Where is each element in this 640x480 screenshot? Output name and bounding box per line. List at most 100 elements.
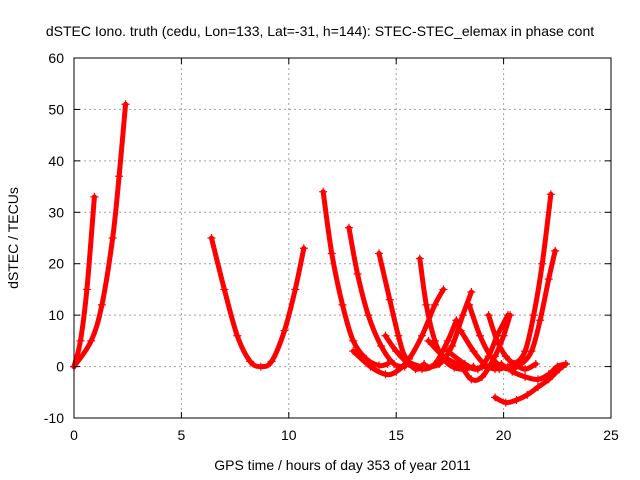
data-point-marker [207,234,216,242]
series-arc-17 [495,190,555,374]
data-point-marker [430,300,439,309]
arc-line [496,191,554,372]
data-point-marker [546,190,555,199]
series-arc-15 [484,311,540,374]
data-point-marker [424,336,433,345]
y-tick-label: 40 [48,153,64,169]
data-point-marker [491,362,500,371]
data-point-marker [121,100,130,109]
data-point-marker [469,347,478,356]
data-point-marker [493,336,502,345]
data-point-marker [377,342,386,350]
data-point-marker [508,367,517,376]
y-tick-label: 20 [48,256,64,272]
data-point-marker [561,360,570,368]
x-tick-label: 10 [281,427,297,443]
data-point-marker [553,362,562,371]
y-axis-label: dSTEC / TECUs [5,187,21,289]
data-point-marker [381,370,390,379]
data-point-marker [291,285,300,294]
axis-ticks: 0 5 10 15 20 25 -10 0 10 20 30 40 50 60 [44,50,619,443]
y-tick-label: 60 [48,50,64,66]
data-point-marker [467,288,476,296]
data-point-marker [458,311,467,320]
y-tick-label: 50 [48,101,64,117]
data-point-marker [220,285,229,294]
data-point-marker [422,300,431,309]
x-tick-label: 25 [603,427,619,443]
data-point-marker [390,360,399,368]
data-point-marker [366,362,375,371]
data-point-marker [473,365,482,374]
y-tick-label: 30 [48,204,64,220]
data-point-marker [529,311,538,320]
series-arc-11 [424,311,515,384]
data-point-marker [392,367,401,376]
x-axis-label: GPS time / hours of day 353 of year 2011 [214,457,471,473]
series-arc-4 [319,187,392,370]
data-point-marker [415,254,424,263]
data-point-marker [349,347,358,356]
arc-line [346,225,408,370]
x-tick-label: 20 [496,427,512,443]
data-point-marker [484,311,493,320]
grid [74,58,611,418]
x-tick-label: 0 [70,427,78,443]
data-point-marker [375,361,384,370]
data-point-marker [510,360,519,368]
data-point-marker [246,357,255,366]
data-point-marker [108,234,117,242]
series-arc-3 [207,234,308,371]
data-point-marker [402,357,411,366]
data-point-marker [267,357,276,366]
data-point-marker [512,396,521,404]
data-point-marker [375,249,384,258]
data-point-marker [87,336,96,345]
data-point-marker [381,331,390,340]
arc-line [208,235,307,370]
data-point-marker [417,331,426,340]
x-tick-label: 5 [178,427,186,443]
chart-title: dSTEC Iono. truth (cedu, Lon=133, Lat=-3… [46,23,594,39]
data-point-marker [319,187,328,196]
data-arcs [70,100,570,407]
data-point-marker [448,342,457,350]
data-point-marker [90,192,99,201]
data-point-marker [439,285,448,294]
y-tick-label: 10 [48,307,64,323]
data-point-marker [475,331,484,340]
data-point-marker [338,300,347,309]
data-point-marker [544,275,553,284]
data-point-marker [233,331,242,340]
data-point-marker [460,360,469,368]
arc-line [350,286,446,378]
data-point-marker [521,347,530,356]
data-point-marker [533,383,542,392]
data-point-marker [299,244,308,253]
data-point-marker [327,249,336,258]
data-point-marker [435,360,444,368]
y-tick-label: 0 [56,359,64,375]
data-point-marker [495,365,504,374]
data-point-marker [478,362,487,371]
data-point-marker [501,398,510,407]
data-point-marker [521,372,530,381]
arc-line [71,194,97,370]
data-point-marker [486,352,495,361]
plot-border [73,57,612,419]
data-point-marker [394,331,403,340]
data-point-marker [280,326,289,335]
data-point-marker [478,372,487,381]
data-point-marker [536,316,545,325]
data-point-marker [82,285,91,294]
data-point-marker [417,362,426,371]
data-point-marker [544,370,553,379]
data-point-marker [501,352,510,361]
series-arc-7 [349,285,448,379]
arc-line [71,101,129,370]
series-arc-2 [70,100,130,371]
data-point-marker [443,336,452,345]
data-point-marker [76,336,85,345]
data-point-marker [439,352,448,361]
